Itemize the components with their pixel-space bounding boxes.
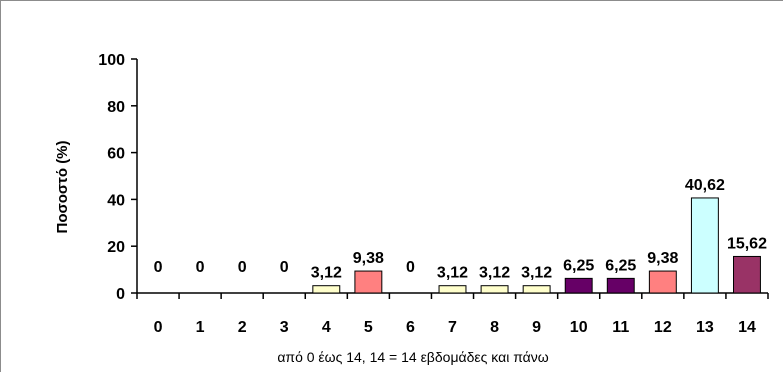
data-label: 3,12 bbox=[311, 265, 342, 282]
x-tick-label: 8 bbox=[490, 319, 499, 336]
bars bbox=[312, 197, 761, 294]
x-tick-label: 9 bbox=[532, 319, 541, 336]
x-tick-label: 10 bbox=[570, 319, 588, 336]
data-label: 6,25 bbox=[605, 257, 636, 274]
bar bbox=[354, 270, 383, 294]
x-tick-label: 4 bbox=[322, 319, 331, 336]
x-tick-label: 0 bbox=[154, 319, 163, 336]
data-labels: 0 0 0 0 3,12 9,38 0 3,12 3,12 3,12 6,25 6,25 9,38 40,… bbox=[154, 177, 768, 282]
bar bbox=[438, 285, 467, 294]
y-tick-label: 40 bbox=[107, 192, 125, 209]
x-tick-label: 12 bbox=[654, 319, 672, 336]
data-label: 3,12 bbox=[437, 265, 468, 282]
bar bbox=[312, 285, 341, 294]
data-label: 9,38 bbox=[353, 250, 384, 267]
bar bbox=[564, 277, 593, 294]
x-tick-label: 2 bbox=[238, 319, 247, 336]
y-axis-title: Ποσοστό (%) bbox=[54, 140, 71, 233]
x-tick-label: 7 bbox=[448, 319, 457, 336]
x-tick-label: 11 bbox=[612, 319, 629, 336]
x-tick-label: 13 bbox=[696, 319, 714, 336]
bar bbox=[690, 197, 719, 294]
y-tick-label: 20 bbox=[107, 239, 125, 256]
x-tick-label: 14 bbox=[738, 319, 756, 336]
bar bbox=[522, 285, 551, 294]
data-label: 0 bbox=[196, 259, 205, 276]
bar bbox=[648, 270, 677, 294]
y-axis: 0 20 40 60 80 100 bbox=[98, 52, 138, 303]
y-tick-label: 60 bbox=[107, 146, 125, 163]
bar bbox=[606, 277, 635, 294]
x-tick-label: 6 bbox=[406, 319, 415, 336]
data-label: 3,12 bbox=[521, 265, 552, 282]
x-tick-label: 5 bbox=[364, 319, 373, 336]
x-tick-label: 1 bbox=[196, 319, 205, 336]
data-label: 40,62 bbox=[685, 177, 725, 194]
data-label: 9,38 bbox=[647, 250, 678, 267]
x-tick-label: 3 bbox=[280, 319, 289, 336]
data-label: 6,25 bbox=[563, 257, 594, 274]
x-axis: 0 1 2 3 4 5 6 7 8 9 10 11 12 13 14 bbox=[136, 292, 769, 336]
y-tick-label: 80 bbox=[107, 99, 125, 116]
data-label: 0 bbox=[280, 259, 289, 276]
data-label: 3,12 bbox=[479, 265, 510, 282]
data-label: 15,62 bbox=[727, 235, 767, 252]
data-label: 0 bbox=[406, 259, 415, 276]
y-tick-label: 0 bbox=[116, 286, 125, 303]
data-label: 0 bbox=[154, 259, 163, 276]
bar bbox=[480, 285, 509, 294]
y-tick-label: 100 bbox=[98, 52, 125, 69]
x-axis-title: από 0 έως 14, 14 = 14 εβδομάδες και πάνω bbox=[277, 349, 548, 365]
bar bbox=[733, 255, 761, 294]
data-label: 0 bbox=[238, 259, 247, 276]
